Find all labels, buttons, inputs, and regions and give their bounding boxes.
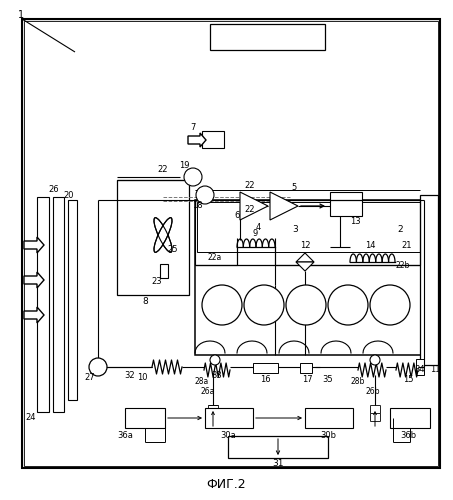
Circle shape bbox=[184, 168, 202, 186]
Text: 10: 10 bbox=[137, 374, 147, 382]
Text: 35: 35 bbox=[323, 376, 333, 384]
Polygon shape bbox=[24, 237, 44, 253]
Text: 13: 13 bbox=[350, 218, 360, 226]
Circle shape bbox=[202, 285, 242, 325]
Text: 15: 15 bbox=[403, 376, 413, 384]
Text: 22: 22 bbox=[245, 206, 255, 214]
Text: 36b: 36b bbox=[400, 430, 416, 440]
Text: 18: 18 bbox=[192, 200, 202, 209]
Bar bbox=[53, 197, 64, 412]
Text: 24: 24 bbox=[26, 414, 36, 422]
Text: 16: 16 bbox=[260, 376, 270, 384]
Circle shape bbox=[370, 355, 380, 365]
Text: 12: 12 bbox=[300, 240, 310, 250]
Text: 22: 22 bbox=[245, 180, 255, 190]
Polygon shape bbox=[296, 253, 314, 262]
Bar bbox=[205, 408, 253, 428]
Text: 34: 34 bbox=[414, 366, 425, 374]
Text: 28b: 28b bbox=[351, 378, 365, 386]
Bar bbox=[330, 192, 362, 216]
Bar bbox=[416, 359, 424, 375]
Circle shape bbox=[328, 285, 368, 325]
Text: 28a: 28a bbox=[195, 378, 209, 386]
Bar bbox=[197, 202, 423, 252]
Text: 25: 25 bbox=[168, 246, 178, 254]
Text: 22: 22 bbox=[158, 166, 168, 174]
Circle shape bbox=[196, 186, 214, 204]
Bar bbox=[68, 200, 77, 400]
Text: 22a: 22a bbox=[208, 254, 222, 262]
Bar bbox=[125, 408, 165, 428]
Bar bbox=[228, 436, 328, 458]
Text: 6: 6 bbox=[234, 212, 240, 220]
Text: 11: 11 bbox=[430, 366, 440, 374]
Circle shape bbox=[89, 358, 107, 376]
Polygon shape bbox=[24, 272, 44, 288]
Text: 1: 1 bbox=[18, 10, 24, 20]
Bar bbox=[253, 363, 278, 373]
Bar bbox=[420, 195, 438, 365]
Bar bbox=[22, 19, 440, 468]
Bar bbox=[117, 180, 189, 295]
Circle shape bbox=[244, 285, 284, 325]
Text: 19: 19 bbox=[179, 160, 189, 170]
Text: 20: 20 bbox=[63, 190, 73, 200]
Polygon shape bbox=[270, 192, 298, 220]
Text: 14: 14 bbox=[365, 240, 375, 250]
Circle shape bbox=[286, 285, 326, 325]
Text: 4: 4 bbox=[255, 224, 260, 232]
Text: 31: 31 bbox=[272, 460, 284, 468]
Text: 21: 21 bbox=[402, 240, 412, 250]
Bar bbox=[24, 21, 438, 466]
Text: 26a: 26a bbox=[201, 388, 215, 396]
Text: 23: 23 bbox=[152, 278, 162, 286]
Circle shape bbox=[370, 285, 410, 325]
Bar bbox=[160, 264, 168, 278]
Text: 26b: 26b bbox=[366, 388, 380, 396]
Ellipse shape bbox=[154, 218, 172, 252]
Text: 3: 3 bbox=[292, 226, 298, 234]
Polygon shape bbox=[240, 192, 268, 220]
Text: 26: 26 bbox=[48, 186, 58, 194]
Text: 30a: 30a bbox=[220, 430, 236, 440]
Circle shape bbox=[210, 355, 220, 365]
Text: 33: 33 bbox=[212, 370, 222, 380]
Bar bbox=[305, 408, 353, 428]
Text: 8: 8 bbox=[142, 298, 148, 306]
Bar bbox=[390, 408, 430, 428]
Text: 2: 2 bbox=[397, 226, 403, 234]
Text: 17: 17 bbox=[302, 376, 312, 384]
Text: 9: 9 bbox=[252, 228, 258, 237]
Text: 5: 5 bbox=[291, 184, 297, 192]
Ellipse shape bbox=[154, 218, 172, 252]
Text: 32: 32 bbox=[125, 370, 135, 380]
Text: 30b: 30b bbox=[320, 430, 336, 440]
Bar bbox=[37, 197, 49, 412]
Text: 7: 7 bbox=[190, 124, 196, 132]
Text: ФИГ.2: ФИГ.2 bbox=[206, 478, 246, 490]
Text: 22b: 22b bbox=[395, 260, 410, 270]
Text: 27: 27 bbox=[85, 374, 95, 382]
Polygon shape bbox=[24, 307, 44, 323]
Polygon shape bbox=[296, 262, 314, 271]
Text: 36a: 36a bbox=[117, 430, 133, 440]
Bar bbox=[210, 24, 325, 50]
Bar bbox=[202, 131, 224, 148]
Bar bbox=[195, 200, 425, 355]
Bar bbox=[300, 363, 312, 373]
Polygon shape bbox=[188, 133, 206, 147]
